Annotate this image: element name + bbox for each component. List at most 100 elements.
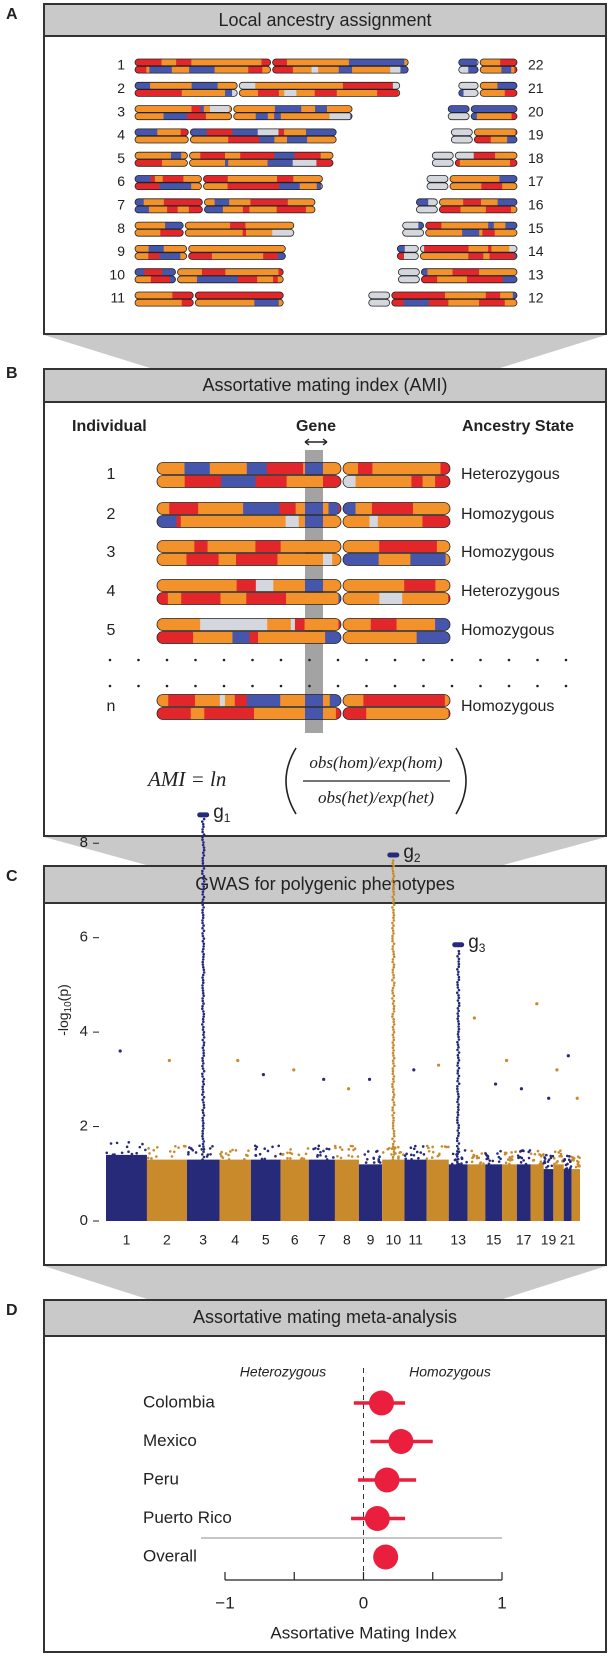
strand-outline bbox=[470, 112, 518, 121]
ancestry-segment bbox=[236, 579, 257, 592]
peak-dot bbox=[202, 1051, 205, 1055]
ancestry-segment bbox=[485, 206, 491, 213]
ancestry-segment bbox=[504, 299, 517, 307]
ancestry-segment bbox=[191, 82, 219, 90]
strand-outline bbox=[156, 515, 342, 528]
ellipsis-dot bbox=[479, 658, 482, 662]
strand-outline bbox=[458, 89, 479, 97]
signal-dot bbox=[404, 1157, 408, 1161]
peak-dot bbox=[457, 965, 461, 969]
ancestry-segment bbox=[426, 182, 435, 190]
peak-dot bbox=[391, 1145, 395, 1148]
ancestry-segment bbox=[220, 592, 247, 605]
strand-outline bbox=[134, 81, 238, 90]
signal-dot bbox=[390, 1147, 394, 1151]
x-tick-label: 2 bbox=[163, 1232, 171, 1248]
gene-segment bbox=[305, 592, 323, 605]
ancestry-segment bbox=[448, 105, 456, 113]
ancestry-segment bbox=[390, 66, 402, 74]
signal-dot bbox=[209, 1152, 212, 1156]
ancestry-segment bbox=[272, 82, 292, 90]
ancestry-segment bbox=[397, 252, 405, 260]
ancestry-segment bbox=[465, 222, 489, 229]
ancestry-segment bbox=[135, 66, 147, 74]
peak-dot bbox=[392, 1119, 395, 1122]
ancestry-segment bbox=[232, 631, 251, 644]
peak-dot bbox=[391, 991, 395, 995]
ancestry-segment bbox=[159, 252, 181, 260]
ancestry-segment bbox=[157, 618, 179, 631]
strand-outline bbox=[134, 58, 272, 67]
strand-arm bbox=[421, 276, 517, 283]
signal-dot bbox=[558, 1154, 561, 1158]
strand-arm bbox=[135, 152, 188, 159]
peak-dot bbox=[456, 1152, 459, 1156]
strand-outline bbox=[134, 175, 202, 183]
peak-dot bbox=[202, 1062, 205, 1065]
ancestry-segment bbox=[277, 252, 286, 260]
peak-dot bbox=[200, 1023, 204, 1026]
signal-dot bbox=[563, 1158, 567, 1162]
gene-segment bbox=[305, 540, 323, 553]
signal-dot bbox=[539, 1160, 543, 1163]
signal-dot bbox=[484, 1152, 488, 1155]
ancestry-segment bbox=[338, 592, 341, 605]
x-tick-label: 19 bbox=[541, 1232, 557, 1248]
ancestry-segment bbox=[187, 112, 207, 120]
strand-arm bbox=[135, 128, 189, 136]
signal-dot bbox=[405, 1152, 408, 1156]
ancestry-segment bbox=[135, 152, 142, 159]
ancestry-segment bbox=[474, 136, 492, 143]
ancestry-segment bbox=[272, 229, 294, 237]
peak-dot bbox=[202, 846, 206, 849]
peak-dot bbox=[457, 1009, 460, 1013]
row-label: 4 bbox=[117, 127, 125, 143]
signal-dot bbox=[488, 1159, 492, 1162]
ancestry-segment bbox=[366, 82, 394, 90]
ancestry-segment bbox=[383, 579, 405, 592]
ancestry-segment bbox=[398, 268, 412, 276]
ancestry-segment bbox=[248, 66, 263, 74]
ancestry-segment bbox=[321, 502, 330, 515]
ancestry-segment bbox=[444, 694, 450, 707]
signal-dot bbox=[409, 1146, 413, 1150]
ancestry-segment bbox=[483, 252, 491, 260]
ancestry-segment bbox=[435, 618, 450, 631]
peak-dot bbox=[202, 955, 205, 959]
strand-outline bbox=[420, 275, 518, 284]
peak-dot bbox=[457, 1059, 461, 1062]
signal-dot bbox=[568, 1160, 572, 1164]
ancestry-segment bbox=[482, 229, 496, 237]
strand-arm bbox=[189, 159, 334, 167]
ancestry-segment bbox=[476, 112, 497, 120]
peak-dot bbox=[202, 887, 205, 891]
ancestry-segment bbox=[330, 136, 337, 143]
ancestry-segment bbox=[479, 159, 498, 167]
signal-dot bbox=[105, 1151, 109, 1155]
ancestry-segment bbox=[210, 175, 229, 183]
gene-segment bbox=[305, 462, 323, 475]
ancestry-segment bbox=[135, 59, 163, 66]
peak-dot bbox=[201, 861, 205, 865]
row-label: 22 bbox=[528, 57, 544, 73]
individual-label: 1 bbox=[107, 466, 116, 483]
ancestry-segment bbox=[433, 182, 438, 190]
strand-outline bbox=[134, 105, 233, 113]
ancestry-segment bbox=[437, 276, 463, 283]
signal-dot bbox=[427, 1146, 430, 1150]
strand-outline bbox=[134, 159, 188, 167]
ancestry-segment bbox=[146, 89, 160, 97]
ancestry-segment bbox=[489, 252, 516, 260]
signal-dot bbox=[364, 1161, 368, 1164]
peak-dot bbox=[392, 952, 396, 956]
ancestry-segment bbox=[391, 299, 405, 307]
strand-outline bbox=[134, 135, 189, 144]
gene-arrow bbox=[304, 438, 328, 446]
ancestry-segment bbox=[204, 206, 224, 213]
strand-arm bbox=[157, 515, 341, 528]
signal-dot bbox=[522, 1149, 525, 1153]
title-box bbox=[43, 3, 607, 37]
ancestry-segment bbox=[421, 292, 446, 299]
signal-cloud bbox=[530, 1164, 544, 1221]
peak-dot bbox=[391, 1046, 395, 1050]
